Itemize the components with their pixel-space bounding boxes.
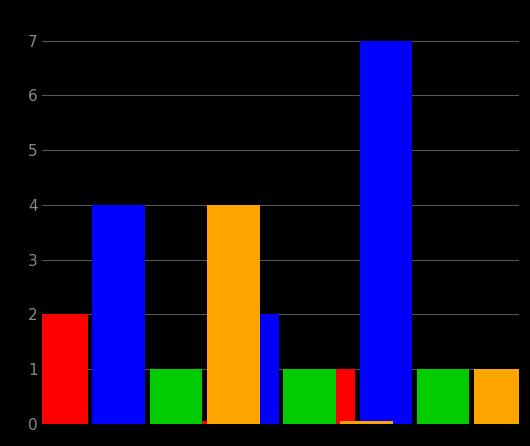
Bar [302, 369, 355, 424]
Bar [226, 314, 279, 424]
Bar [35, 314, 88, 424]
Bar [149, 369, 202, 424]
Bar [340, 421, 393, 424]
Bar [169, 421, 222, 424]
Bar [359, 41, 412, 424]
Bar [474, 369, 527, 424]
Bar [207, 205, 260, 424]
Bar [283, 369, 336, 424]
Bar [417, 369, 470, 424]
Bar [92, 205, 145, 424]
